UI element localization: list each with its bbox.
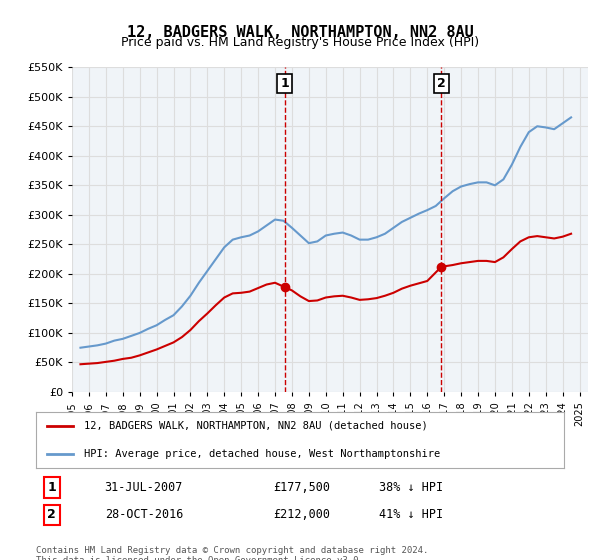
Text: 12, BADGERS WALK, NORTHAMPTON, NN2 8AU: 12, BADGERS WALK, NORTHAMPTON, NN2 8AU (127, 25, 473, 40)
Text: 31-JUL-2007: 31-JUL-2007 (104, 481, 183, 494)
Text: 38% ↓ HPI: 38% ↓ HPI (379, 481, 443, 494)
Text: 12, BADGERS WALK, NORTHAMPTON, NN2 8AU (detached house): 12, BADGERS WALK, NORTHAMPTON, NN2 8AU (… (83, 421, 427, 431)
Text: £177,500: £177,500 (274, 481, 331, 494)
Text: 2: 2 (47, 508, 56, 521)
Text: 28-OCT-2016: 28-OCT-2016 (104, 508, 183, 521)
Text: £212,000: £212,000 (274, 508, 331, 521)
Text: Contains HM Land Registry data © Crown copyright and database right 2024.
This d: Contains HM Land Registry data © Crown c… (36, 546, 428, 560)
Text: HPI: Average price, detached house, West Northamptonshire: HPI: Average price, detached house, West… (83, 449, 440, 459)
Text: 1: 1 (47, 481, 56, 494)
Text: 2: 2 (437, 77, 446, 90)
Text: 41% ↓ HPI: 41% ↓ HPI (379, 508, 443, 521)
Text: 1: 1 (280, 77, 289, 90)
Text: Price paid vs. HM Land Registry's House Price Index (HPI): Price paid vs. HM Land Registry's House … (121, 36, 479, 49)
